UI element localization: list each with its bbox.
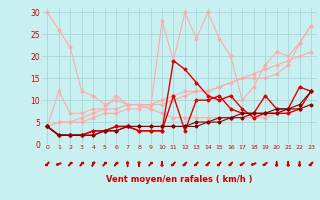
X-axis label: Vent moyen/en rafales ( km/h ): Vent moyen/en rafales ( km/h ) — [106, 175, 252, 184]
